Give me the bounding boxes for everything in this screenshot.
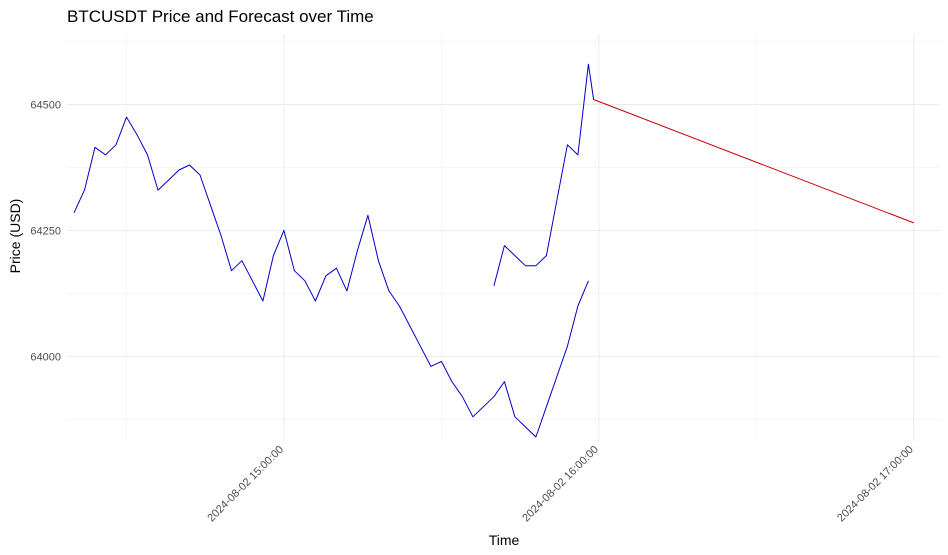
y-axis-title: Price (USD) xyxy=(7,199,23,274)
x-tick-label: 2024-08-02 15:00:00 xyxy=(205,444,286,525)
series-layer xyxy=(73,63,914,438)
y-tick-label: 64250 xyxy=(30,225,61,237)
chart-title: BTCUSDT Price and Forecast over Time xyxy=(67,7,374,26)
x-tick-label: 2024-08-02 16:00:00 xyxy=(520,444,601,525)
y-tick-labels: 64000 64250 64500 xyxy=(30,100,61,364)
x-tick-labels: 2024-08-02 15:00:00 2024-08-02 16:00:00 20… xyxy=(205,444,916,525)
series-line-1 xyxy=(73,116,589,438)
series-line-3 xyxy=(593,99,914,224)
series-line-2 xyxy=(493,63,595,287)
grid-lines xyxy=(67,34,940,442)
x-axis-title: Time xyxy=(489,532,520,548)
y-tick-label: 64500 xyxy=(30,100,61,112)
x-tick-label: 2024-08-02 17:00:00 xyxy=(835,444,916,525)
y-tick-label: 64000 xyxy=(30,351,61,363)
